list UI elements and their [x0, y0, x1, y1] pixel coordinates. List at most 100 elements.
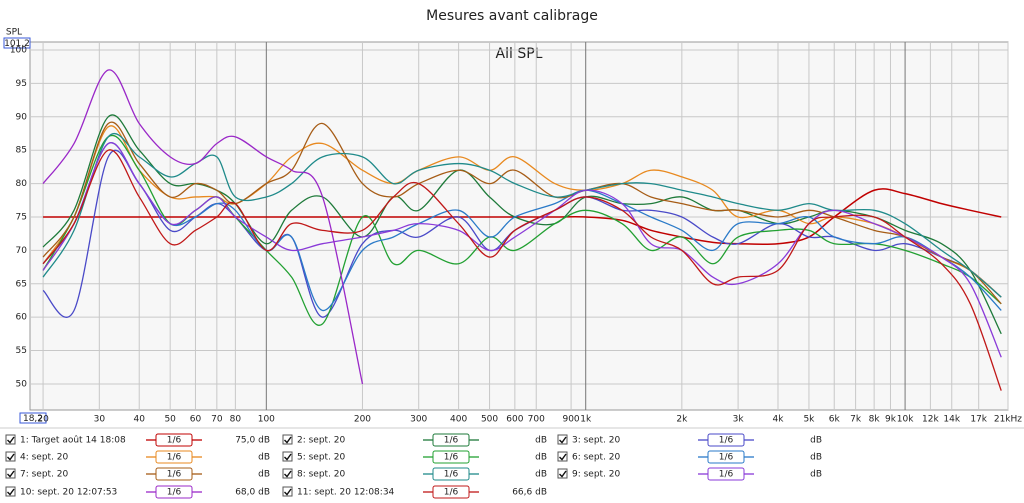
plot-area [29, 41, 1009, 411]
legend-checkbox[interactable] [5, 451, 16, 462]
legend-smoothing: 1/6 [719, 436, 734, 446]
series-line [42, 142, 1002, 358]
legend-label: 5: sept. 20 [297, 453, 346, 463]
legend-check [559, 436, 567, 444]
y-tick-label: 65 [16, 279, 27, 289]
legend-check [284, 436, 292, 444]
x-tick-label: 60 [190, 415, 202, 425]
legend-check [7, 488, 15, 496]
legend-level: dB [258, 453, 270, 463]
x-tick-label: 200 [354, 415, 371, 425]
y-tick-label: 55 [16, 346, 27, 356]
x-tick-label: 5k [803, 415, 815, 425]
legend-check [559, 470, 567, 478]
legend-item: 11: sept. 20 12:08:34 1/6 66,6 dB [282, 485, 547, 499]
x-tick-label: 20 [37, 415, 49, 425]
legend-checkbox[interactable] [282, 468, 293, 479]
legend-checkbox[interactable] [557, 451, 568, 462]
legend-check [7, 436, 15, 444]
legend-level: dB [535, 453, 547, 463]
legend-check [7, 470, 15, 478]
plot-title: All SPL [496, 46, 543, 62]
legend-item: 6: sept. 20 1/6 dB [557, 450, 822, 464]
x-tick-label: 6k [829, 415, 841, 425]
x-tick-label: 70 [211, 415, 223, 425]
legend-smoothing: 1/6 [444, 453, 459, 463]
legend-check [284, 453, 292, 461]
legend-smoothing: 1/6 [167, 436, 182, 446]
legend-label: 3: sept. 20 [572, 436, 621, 446]
y-tick-label: 95 [16, 79, 27, 89]
x-tick-label: 900 [562, 415, 579, 425]
x-tick-label: 80 [230, 415, 242, 425]
legend-smoothing: 1/6 [167, 453, 182, 463]
legend-label: 1: Target août 14 18:08 [20, 436, 126, 446]
x-tick-label: 14k [943, 415, 960, 425]
legend-label: 7: sept. 20 [20, 470, 69, 480]
x-tick-label: 8k [869, 415, 881, 425]
x-start-box [19, 412, 47, 424]
x-tick-label: 21kHz [994, 415, 1022, 425]
legend-item: 8: sept. 20 1/6 dB [282, 467, 547, 481]
legend-check [284, 488, 292, 496]
legend-label: 10: sept. 20 12:07:53 [20, 488, 117, 498]
series-line [42, 149, 1002, 391]
legend-smoothing: 1/6 [444, 488, 459, 498]
legend-item: 1: Target août 14 18:08 1/6 75,0 dB [5, 433, 270, 447]
x-tick-label: 30 [94, 415, 106, 425]
x-tick-label: 3k [733, 415, 745, 425]
legend-smoothing: 1/6 [719, 470, 734, 480]
x-tick-label: 7k [850, 415, 862, 425]
legend-label: 11: sept. 20 12:08:34 [297, 488, 395, 498]
legend-level: 66,6 dB [512, 488, 547, 498]
legend-checkbox[interactable] [282, 451, 293, 462]
legend-item: 3: sept. 20 1/6 dB [557, 433, 822, 447]
legend-smoothing: 1/6 [444, 470, 459, 480]
x-tick-label: 1k [580, 415, 592, 425]
legend-label: 2: sept. 20 [297, 436, 346, 446]
series-line [42, 121, 1002, 305]
legend-checkbox[interactable] [5, 468, 16, 479]
series-line [42, 69, 364, 385]
y-tick-label: 70 [16, 246, 28, 256]
x-tick-label: 500 [481, 415, 498, 425]
legend-level: dB [810, 470, 822, 480]
legend-level: dB [535, 436, 547, 446]
legend-checkbox[interactable] [557, 468, 568, 479]
x-start-label: 18,2 [23, 414, 43, 424]
legend-level: dB [258, 470, 270, 480]
legend-check [7, 453, 15, 461]
legend-checkbox[interactable] [557, 434, 568, 445]
legend-level: 75,0 dB [235, 436, 270, 446]
y-tick-label: 85 [16, 146, 27, 156]
legend-label: 8: sept. 20 [297, 470, 346, 480]
legend-smoothing: 1/6 [719, 453, 734, 463]
x-tick-label: 12k [922, 415, 939, 425]
legend-check [559, 453, 567, 461]
legend-smoothing: 1/6 [444, 436, 459, 446]
x-tick-label: 700 [528, 415, 545, 425]
legend-check [284, 470, 292, 478]
x-tick-label: 100 [258, 415, 275, 425]
x-tick-label: 17k [970, 415, 987, 425]
legend-checkbox[interactable] [5, 486, 16, 497]
legend-checkbox[interactable] [282, 434, 293, 445]
legend-label: 6: sept. 20 [572, 453, 621, 463]
legend-item: 7: sept. 20 1/6 dB [5, 467, 270, 481]
legend-item: 5: sept. 20 1/6 dB [282, 450, 547, 464]
legend-checkbox[interactable] [282, 486, 293, 497]
legend-item: 2: sept. 20 1/6 dB [282, 433, 547, 447]
legend-level: 68,0 dB [235, 488, 270, 498]
y-tick-label: 100 [10, 46, 27, 56]
legend-level: dB [535, 470, 547, 480]
series-line [43, 188, 1002, 245]
x-tick-label: 2k [676, 415, 688, 425]
legend-item: 4: sept. 20 1/6 dB [5, 450, 270, 464]
legend-label: 9: sept. 20 [572, 470, 621, 480]
legend-checkbox[interactable] [5, 434, 16, 445]
y-tick-label: 90 [16, 112, 28, 122]
legend-item: 10: sept. 20 12:07:53 1/6 68,0 dB [5, 485, 270, 499]
x-tick-label: 50 [164, 415, 176, 425]
legend-smoothing: 1/6 [167, 470, 182, 480]
